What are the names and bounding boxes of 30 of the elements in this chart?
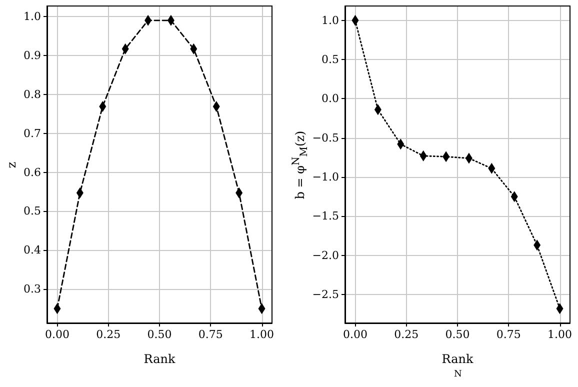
y-tick-label: 0.8: [24, 88, 41, 101]
x-tick-label: 1.00: [548, 328, 572, 341]
y-tick-label: 0.0: [322, 92, 339, 106]
y-tick-label: 1.0: [24, 10, 41, 24]
y-tick-label: 0.3: [24, 282, 41, 296]
x-axis-title: Rank: [144, 352, 176, 366]
x-tick-label: 0.75: [496, 328, 521, 341]
y-tick-label: 1.0: [322, 14, 339, 27]
y-tick-label: −1.0: [312, 170, 339, 184]
y-tick-label: 0.7: [24, 126, 41, 140]
x-tick-label: 0.25: [394, 328, 419, 341]
y-tick-label: 0.4: [24, 244, 41, 257]
x-tick-label: 1.00: [250, 328, 274, 341]
x-axis-title: Rank: [442, 352, 474, 366]
x-tick-label: 0.50: [445, 328, 470, 341]
y-axis-title: z: [3, 161, 20, 168]
x-tick-label: 0.75: [198, 328, 223, 341]
y-tick-label: 0.9: [24, 48, 41, 62]
y-tick-label: −2.5: [312, 288, 339, 301]
y-tick-label: 0.5: [24, 204, 41, 218]
y-tick-label: 0.6: [24, 166, 41, 179]
x-tick-label: 0.50: [147, 328, 172, 341]
y-tick-label: −2.0: [312, 248, 339, 262]
text: N: [454, 370, 462, 380]
x-tick-label: 0.00: [342, 328, 368, 341]
x-tick-label: 0.25: [96, 328, 121, 341]
x-tick-label: 0.00: [44, 328, 70, 341]
y-tick-label: −0.5: [312, 131, 339, 144]
y-tick-label: −1.5: [312, 210, 339, 223]
y-tick-label: 0.5: [322, 53, 339, 66]
